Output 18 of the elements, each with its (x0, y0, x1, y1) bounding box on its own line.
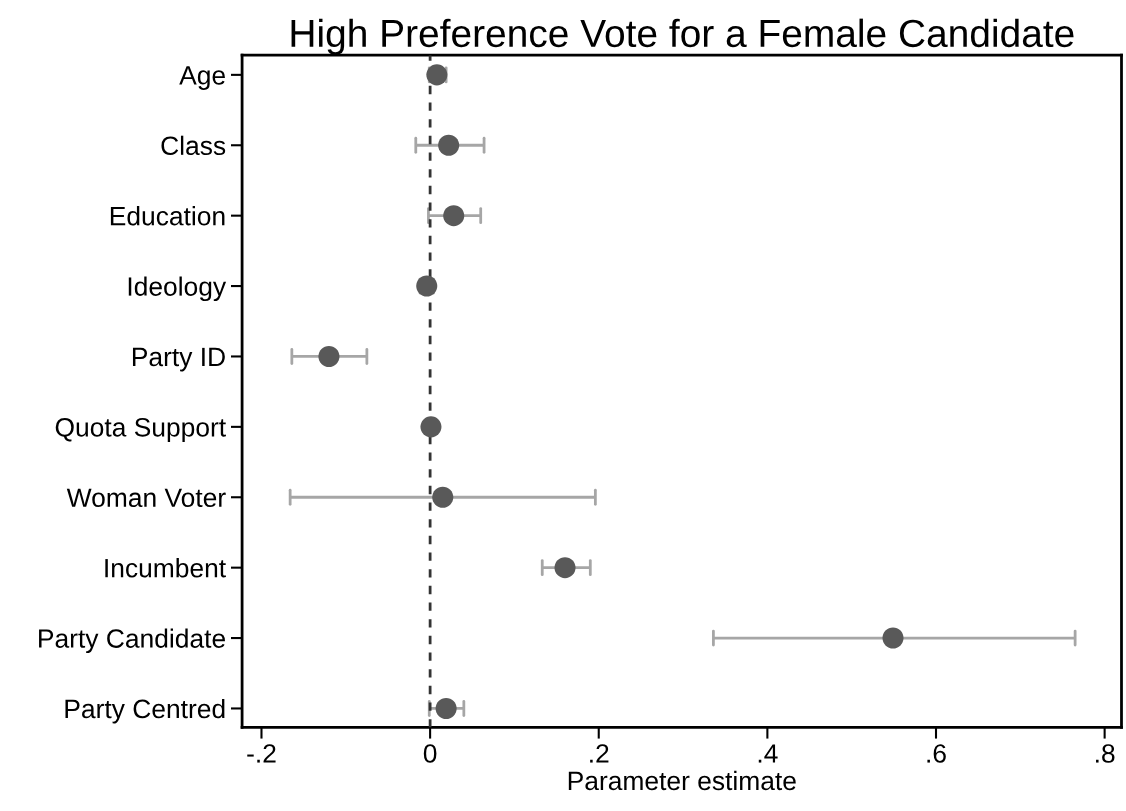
x-tick-label: -.2 (247, 744, 276, 763)
y-tick-label: Incumbent (105, 558, 226, 578)
y-tick-label: Quota Support (55, 417, 226, 442)
chart-title: High Preference Vote for a Female Candidate (291, 18, 1074, 55)
y-tick-label: Party Centred (65, 698, 225, 724)
y-tick-label: Education (110, 206, 225, 226)
x-tick-label: .6 (927, 744, 946, 763)
y-tick-label: Party Candidate (39, 628, 225, 654)
y-tick-label: Woman Voter (66, 488, 226, 508)
x-tick-label: .2 (590, 744, 609, 763)
x-tick-label: 0 (423, 744, 437, 763)
x-axis-title: Parameter estimate (568, 770, 796, 791)
x-tick-label: .4 (758, 744, 778, 763)
y-tick-label: Ideology (128, 276, 227, 302)
y-tick-label: Age (179, 66, 225, 90)
x-tick-label: .8 (1096, 744, 1115, 763)
y-tick-label: Party ID (132, 347, 225, 372)
y-tick-label: Class (161, 135, 226, 156)
